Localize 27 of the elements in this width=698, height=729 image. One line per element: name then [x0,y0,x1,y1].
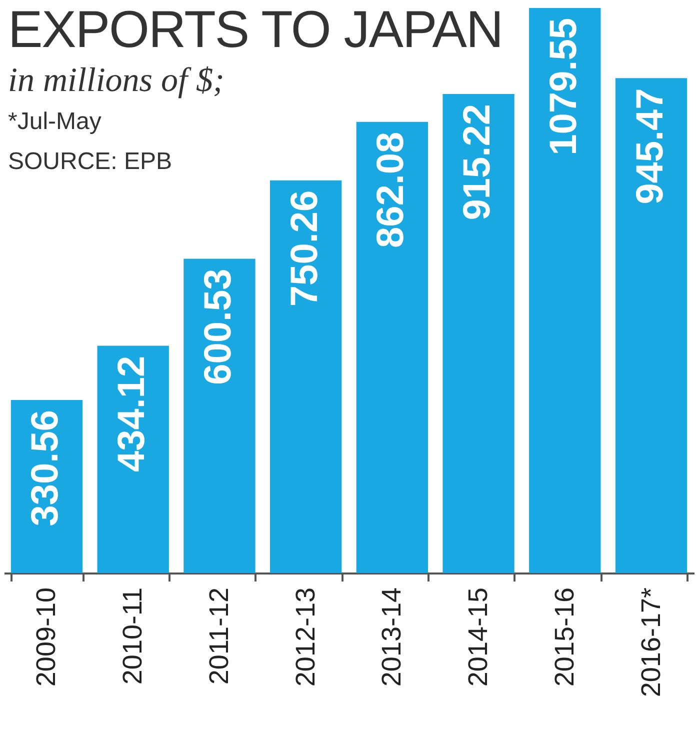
chart-title: EXPORTS TO JAPAN [8,0,503,60]
x-tick-label: 2012-13 [290,588,320,687]
x-tick-label: 2016-17* [636,587,666,698]
data-label: 750.26 [284,190,326,307]
data-label: 330.56 [24,410,67,526]
bar [97,346,169,573]
data-label: 600.53 [197,268,240,385]
data-label: 945.47 [629,88,672,204]
annotation: *Jul-May [8,108,102,135]
data-label: 1079.55 [542,18,585,156]
data-label: 434.12 [111,356,154,472]
text: in millions of $; [8,61,226,101]
x-tick-label: 2013-14 [376,588,407,687]
bar [356,122,428,573]
x-tick-label: 2010-11 [118,588,148,685]
x-tick-label: 2011-12 [204,588,234,685]
bar [529,8,601,573]
bar [184,258,256,573]
bar [442,94,514,573]
data-label: 915.22 [456,104,499,220]
data-label: 862.08 [370,132,412,248]
bar [270,180,342,573]
bar [615,78,688,573]
x-tick-label: 2014-15 [463,588,494,687]
x-tick-label: 2009-10 [31,588,62,687]
x-tick-label: 2015-16 [549,588,580,687]
annotation: SOURCE: EPB [8,148,172,175]
